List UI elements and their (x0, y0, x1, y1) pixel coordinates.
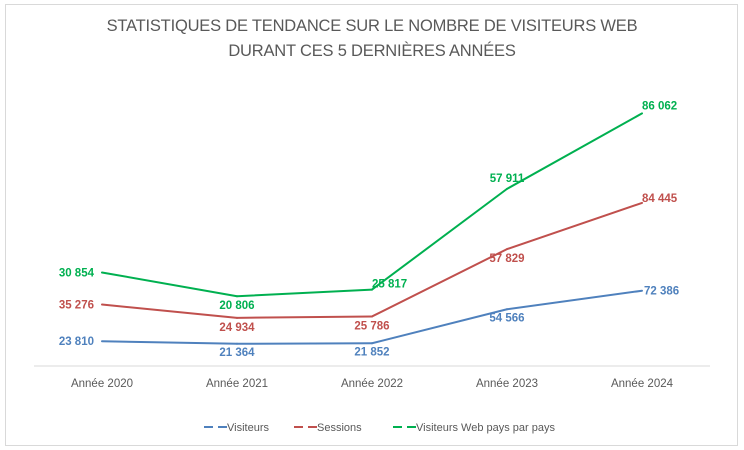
data-label: 21 852 (354, 346, 389, 358)
data-labels: 23 810 21 364 21 852 54 566 72 386 35 276 24 9… (59, 100, 679, 358)
legend-item: Visiteurs (204, 422, 269, 434)
data-label: 54 566 (489, 312, 524, 324)
data-label: 25 786 (354, 320, 389, 332)
data-label: 24 934 (219, 322, 255, 334)
data-label: 21 364 (219, 347, 255, 359)
data-label: 23 810 (59, 336, 94, 348)
x-tick-label: Année 2021 (206, 378, 268, 390)
data-label: 30 854 (59, 267, 95, 279)
data-label: 57 911 (490, 173, 525, 185)
legend-item: Visiteurs Web pays par pays (393, 422, 555, 434)
chart-title-line-2: DURANT CES 5 DERNIÈRES ANNÉES (228, 42, 516, 60)
chart-title: STATISTIQUES DE TENDANCE SUR LE NOMBRE D… (0, 14, 744, 64)
series-line-segment (506, 112, 643, 190)
legend-item: Sessions (294, 422, 362, 434)
legend-label: Sessions (317, 422, 362, 434)
chart-title-line-1: STATISTIQUES DE TENDANCE SUR LE NOMBRE D… (106, 17, 638, 35)
x-tick-label: Année 2020 (71, 378, 133, 390)
x-tick-label: Année 2022 (341, 378, 403, 390)
data-label: 86 062 (642, 100, 677, 112)
series-line-segment (236, 288, 373, 298)
data-label: 20 806 (219, 300, 254, 312)
legend: Visiteurs Sessions Visiteurs Web pays par … (204, 422, 555, 434)
data-label: 72 386 (644, 286, 679, 298)
data-label: 84 445 (642, 193, 678, 205)
series-line-segment (101, 303, 238, 319)
series-line-segment (236, 315, 373, 319)
series-line-segment (101, 340, 238, 345)
x-tick-label: Année 2023 (476, 378, 538, 390)
data-label: 25 817 (372, 279, 407, 291)
series-line-segment (371, 187, 508, 291)
series-line-segment (506, 201, 643, 251)
series-line-segment (371, 308, 508, 345)
series-line-segment (506, 289, 643, 311)
x-tick-label: Année 2024 (611, 378, 674, 390)
series-lines (101, 112, 643, 345)
series-line-segment (371, 248, 508, 318)
data-label: 57 829 (489, 253, 524, 265)
legend-label: Visiteurs (227, 422, 269, 434)
data-label: 35 276 (59, 300, 94, 312)
series-line-segment (101, 271, 238, 298)
chart-area (5, 4, 738, 446)
legend-label: Visiteurs Web pays par pays (416, 422, 555, 434)
series-line-segment (236, 342, 373, 345)
x-axis-ticks: Année 2020 Année 2021 Année 2022 Année 2023… (71, 378, 674, 390)
